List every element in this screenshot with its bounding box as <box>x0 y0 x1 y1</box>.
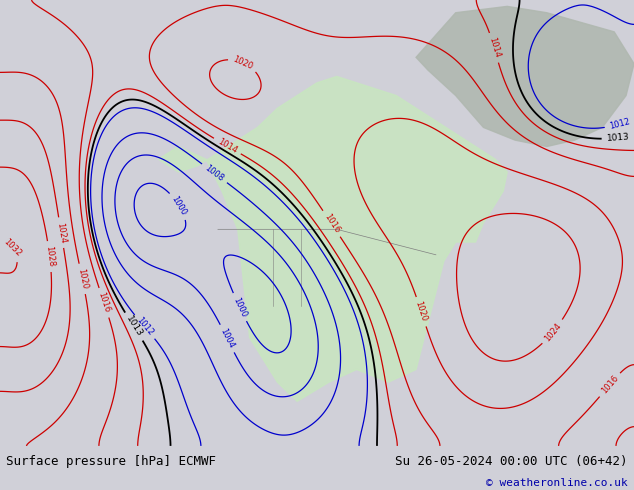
Text: 1014: 1014 <box>216 137 238 155</box>
Text: 1024: 1024 <box>543 321 563 343</box>
Text: 1012: 1012 <box>609 117 631 131</box>
Text: 1020: 1020 <box>231 54 254 71</box>
Text: 1016: 1016 <box>96 291 112 314</box>
Text: 1004: 1004 <box>219 327 236 350</box>
Text: 1013: 1013 <box>606 133 630 143</box>
Polygon shape <box>158 76 507 401</box>
Text: 1020: 1020 <box>76 268 89 290</box>
Text: 1012: 1012 <box>134 316 155 338</box>
Text: 1000: 1000 <box>170 195 188 217</box>
Text: 1013: 1013 <box>124 315 144 339</box>
Text: 1008: 1008 <box>204 163 226 183</box>
Text: 1014: 1014 <box>487 36 501 59</box>
Polygon shape <box>416 6 634 147</box>
Text: 1016: 1016 <box>322 212 341 235</box>
Text: 1000: 1000 <box>231 296 248 318</box>
Text: Surface pressure [hPa] ECMWF: Surface pressure [hPa] ECMWF <box>6 455 216 468</box>
Text: 1020: 1020 <box>414 300 429 323</box>
Text: 1016: 1016 <box>599 374 620 396</box>
Text: © weatheronline.co.uk: © weatheronline.co.uk <box>486 478 628 489</box>
Text: Su 26-05-2024 00:00 UTC (06+42): Su 26-05-2024 00:00 UTC (06+42) <box>395 455 628 468</box>
Text: 1028: 1028 <box>44 245 55 268</box>
Text: 1032: 1032 <box>2 237 23 258</box>
Text: 1024: 1024 <box>55 221 67 244</box>
